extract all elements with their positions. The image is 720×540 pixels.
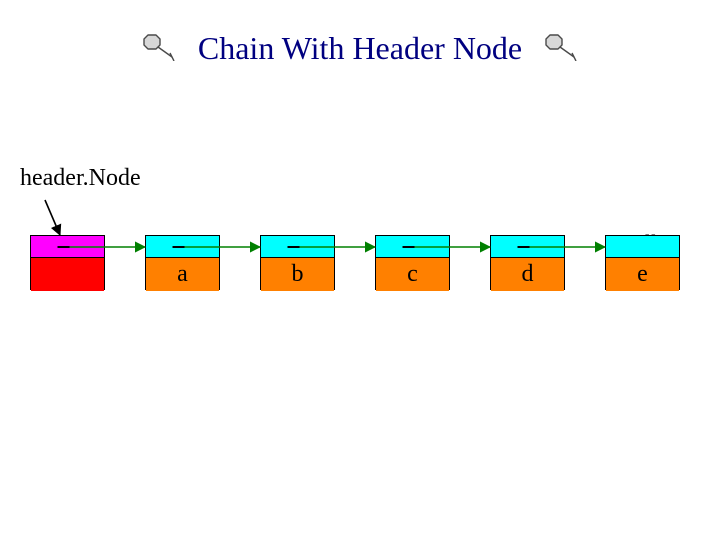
node-e-data-cell: e [606,258,679,291]
node-a-pointer-cell [146,236,219,258]
pushpin-icon [144,35,174,61]
node-e: e [605,235,680,290]
node-a-data-cell: a [146,258,219,291]
node-d: d [490,235,565,290]
node-b-pointer-cell [261,236,334,258]
node-b: b [260,235,335,290]
node-b-data-cell: b [261,258,334,291]
header-node-label: header.Node [20,165,141,192]
title-row: Chain With Header Node [0,30,720,67]
node-e-pointer-cell [606,236,679,258]
node-header [30,235,105,290]
bullet-icon-left [142,31,176,66]
node-header-data-cell [31,258,104,291]
pointer-header [45,200,60,235]
node-c: c [375,235,450,290]
node-c-pointer-cell [376,236,449,258]
page-title: Chain With Header Node [198,30,522,67]
node-c-data-cell: c [376,258,449,291]
pushpin-icon [546,35,576,61]
node-a: a [145,235,220,290]
bullet-icon-right [544,31,578,66]
node-header-pointer-cell [31,236,104,258]
node-d-data-cell: d [491,258,564,291]
node-d-pointer-cell [491,236,564,258]
